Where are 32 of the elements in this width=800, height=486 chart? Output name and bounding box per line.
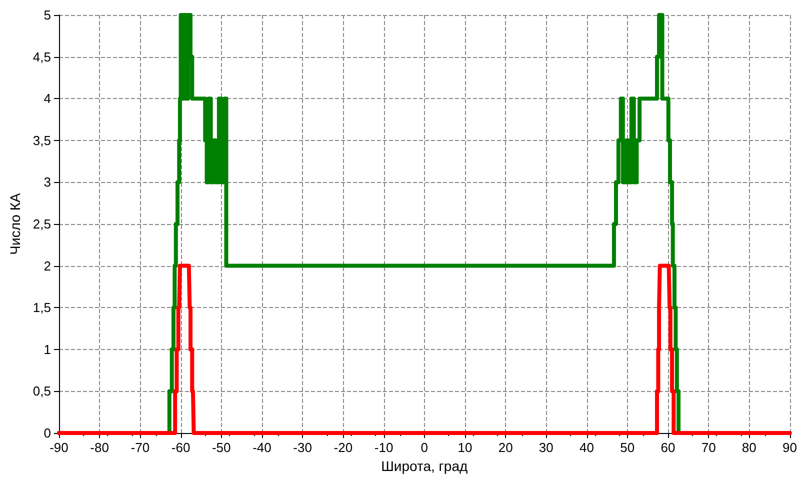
y-tick-label: 3 bbox=[44, 174, 51, 190]
x-tick-label: -60 bbox=[171, 440, 190, 455]
y-tick-label: 2 bbox=[44, 258, 51, 274]
x-tick-label: 90 bbox=[782, 440, 798, 455]
x-tick-label: -30 bbox=[293, 440, 312, 455]
x-tick-label: 60 bbox=[660, 440, 676, 455]
y-tick-label: 0,5 bbox=[32, 384, 51, 399]
x-tick-label: -80 bbox=[90, 440, 109, 455]
x-tick-label: -70 bbox=[130, 440, 150, 455]
y-tick-label: 4 bbox=[44, 91, 51, 106]
x-tick-label: -40 bbox=[252, 440, 272, 455]
y-tick-label: 2,5 bbox=[32, 216, 51, 232]
y-tick-label: 1,5 bbox=[32, 300, 51, 316]
x-tick-label: -50 bbox=[212, 440, 231, 455]
y-tick-label: 3,5 bbox=[32, 132, 51, 148]
x-tick-label: 80 bbox=[742, 440, 756, 455]
x-tick-label: -20 bbox=[334, 440, 353, 455]
x-tick-label: 10 bbox=[458, 440, 472, 455]
x-tick-label: -90 bbox=[50, 440, 68, 455]
x-axis-title: Широта, град bbox=[381, 458, 468, 474]
x-tick-label: 30 bbox=[538, 440, 554, 455]
y-tick-label: 5 bbox=[44, 8, 51, 22]
x-tick-label: 40 bbox=[580, 440, 594, 455]
y-axis-title: Число КА bbox=[7, 192, 23, 255]
y-tick-label: 1 bbox=[44, 342, 51, 357]
x-tick-label: 50 bbox=[620, 440, 635, 455]
x-tick-label: 20 bbox=[498, 440, 513, 455]
x-tick-label: -10 bbox=[374, 440, 394, 455]
x-tick-label: 70 bbox=[701, 440, 716, 455]
y-tick-label: 0 bbox=[44, 426, 51, 440]
x-tick-label: 0 bbox=[420, 440, 428, 455]
y-tick-label: 4,5 bbox=[32, 49, 51, 64]
